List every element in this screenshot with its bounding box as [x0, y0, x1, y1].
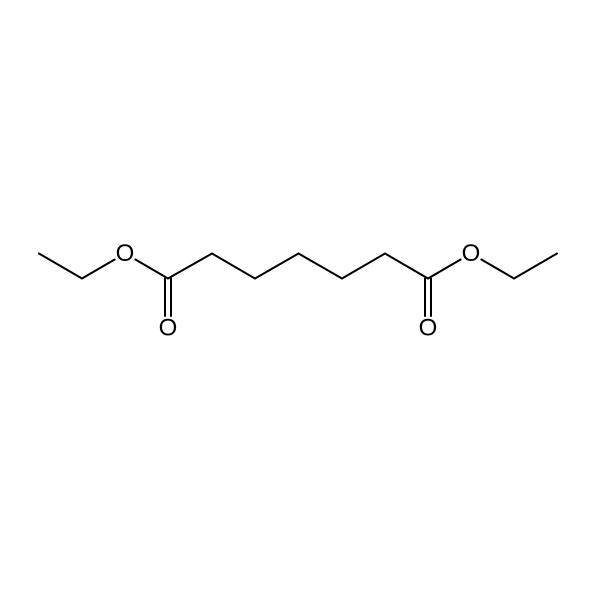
- bond: [39, 254, 82, 279]
- atom-label: O: [116, 240, 135, 267]
- bond: [428, 260, 461, 279]
- bond: [481, 260, 514, 279]
- bond: [212, 254, 255, 279]
- bond: [299, 254, 343, 279]
- bond: [82, 260, 115, 279]
- bond: [514, 254, 557, 279]
- bond: [342, 254, 385, 279]
- atom-label: O: [419, 315, 438, 342]
- bond: [385, 254, 428, 279]
- bond: [168, 254, 212, 279]
- bond: [255, 254, 299, 279]
- atom-label: O: [159, 315, 178, 342]
- molecule-canvas: O O O O: [0, 0, 600, 600]
- atom-label: O: [462, 240, 481, 267]
- bond: [135, 260, 168, 279]
